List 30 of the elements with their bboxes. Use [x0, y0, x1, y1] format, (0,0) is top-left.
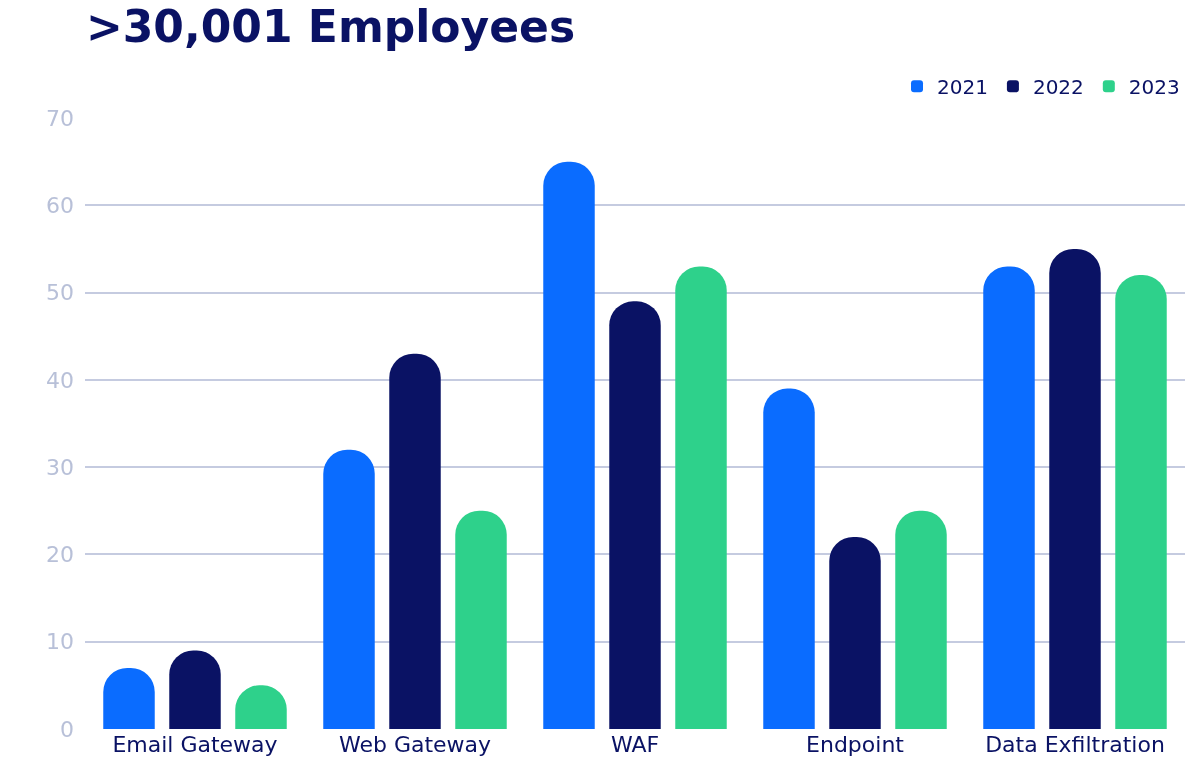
bar — [169, 650, 221, 729]
legend-label: 2022 — [1032, 75, 1084, 100]
y-tick-label: 0 — [60, 716, 74, 742]
bar — [1115, 275, 1167, 729]
bar — [389, 353, 441, 729]
bar — [983, 266, 1035, 729]
bar — [829, 536, 881, 729]
x-tick-label: Data Exfiltration — [985, 732, 1165, 757]
legend-label: 2023 — [1128, 75, 1180, 100]
y-tick-label: 50 — [46, 280, 74, 306]
bar — [609, 301, 661, 729]
x-tick-label: Web Gateway — [338, 732, 492, 757]
bar — [455, 510, 507, 729]
y-tick-label: 20 — [46, 542, 74, 568]
bar — [323, 449, 375, 729]
x-tick-label: Email Gateway — [112, 732, 278, 757]
x-tick-label: WAF — [610, 732, 660, 757]
y-tick-label: 10 — [46, 629, 74, 655]
y-tick-label: 30 — [46, 454, 74, 480]
x-tick-label: Endpoint — [806, 732, 905, 757]
y-tick-label: 40 — [46, 367, 74, 393]
legend-label: 2021 — [937, 75, 988, 100]
y-tick-label: 60 — [46, 192, 74, 218]
y-tick-label: 70 — [46, 105, 74, 131]
bar — [675, 266, 727, 729]
bar — [543, 161, 595, 729]
chart-title: >30,001 Employees — [85, 1, 576, 53]
bar — [895, 510, 947, 729]
bar — [1049, 248, 1101, 729]
bar — [763, 388, 815, 729]
